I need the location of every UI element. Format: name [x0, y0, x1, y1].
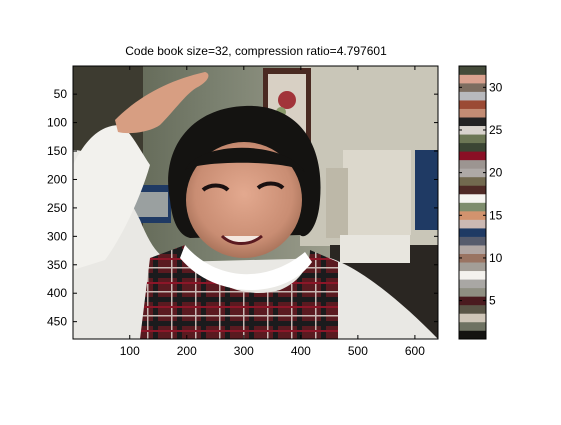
colorbar-cell: [459, 236, 486, 246]
colorbar-cell: [459, 321, 486, 331]
colorbar-cell: [459, 159, 486, 169]
colorbar: [458, 65, 487, 340]
colorbar-tick-label: 5: [489, 294, 496, 308]
colorbar-cell: [459, 74, 486, 84]
colorbar-cell: [459, 313, 486, 323]
raised-arm: [73, 125, 150, 270]
colorbar-frame: [458, 65, 487, 340]
colorbar-cell: [459, 176, 486, 186]
colorbar-cell: [459, 228, 486, 237]
image-frame: [72, 65, 439, 340]
colorbar-cell: [459, 168, 486, 178]
y-tick-label: 50: [54, 87, 68, 101]
colorbar-tick-label: 20: [489, 166, 503, 180]
colorbar-cell: [459, 270, 486, 280]
x-tick-label: 200: [177, 344, 197, 358]
x-tick-label: 300: [234, 344, 254, 358]
colorbar-cell: [459, 193, 486, 203]
y-tick-label: 200: [47, 172, 67, 186]
colorbar-cell: [459, 66, 486, 75]
chart-title: Code book size=32, compression ratio=4.7…: [125, 44, 387, 58]
colorbar-tick-label: 15: [489, 208, 503, 222]
colorbar-cell: [459, 151, 486, 161]
x-axis: 100 200 300 400 500 600: [120, 66, 425, 358]
image-plot: [73, 66, 438, 339]
colorbar-cell: [459, 211, 486, 220]
colorbar-cell: [459, 219, 486, 229]
x-tick-label: 400: [291, 344, 311, 358]
colorbar-cell: [459, 245, 486, 254]
y-tick-label: 350: [47, 258, 67, 272]
colorbar-cell: [459, 202, 486, 212]
colorbar-cell: [459, 91, 486, 101]
y-tick-label: 100: [47, 116, 67, 130]
colorbar-cell: [459, 100, 486, 109]
monitor: [343, 150, 411, 235]
colorbar-cell: [459, 279, 486, 289]
colorbar-cell: [459, 296, 486, 306]
y-tick-label: 450: [47, 315, 67, 329]
y-axis: 50 100 150 200 250 300 350 400 450: [47, 87, 438, 329]
colorbar-tick-label: 25: [489, 123, 503, 137]
colorbar-cell: [459, 262, 486, 272]
colorbar-cell: [459, 134, 486, 144]
colorbar-cell: [459, 117, 486, 127]
colorbar-cell: [459, 125, 486, 135]
colorbar-cell: [459, 287, 486, 297]
colorbar-cell: [459, 83, 486, 92]
plaid-jumper: [140, 245, 338, 339]
y-tick-label: 300: [47, 229, 67, 243]
x-tick-label: 600: [405, 344, 425, 358]
colorbar-tick-label: 10: [489, 251, 503, 265]
x-tick-label: 500: [348, 344, 368, 358]
colorbar-axis: 5 10 15 20 25 30: [459, 80, 503, 308]
y-tick-label: 400: [47, 286, 67, 300]
colorbar-cell: [459, 330, 486, 340]
y-tick-label: 250: [47, 201, 67, 215]
x-tick-label: 100: [120, 344, 140, 358]
colorbar-tick-label: 30: [489, 80, 503, 94]
colorbar-cell: [459, 142, 486, 152]
face: [186, 142, 302, 258]
colorbar-cell: [459, 185, 486, 195]
colorbar-cell: [459, 304, 486, 314]
y-tick-label: 150: [47, 144, 67, 158]
colorbar-cell: [459, 108, 486, 118]
colorbar-cell: [459, 253, 486, 263]
